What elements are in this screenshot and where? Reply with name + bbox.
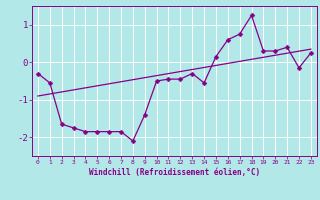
X-axis label: Windchill (Refroidissement éolien,°C): Windchill (Refroidissement éolien,°C)	[89, 168, 260, 177]
